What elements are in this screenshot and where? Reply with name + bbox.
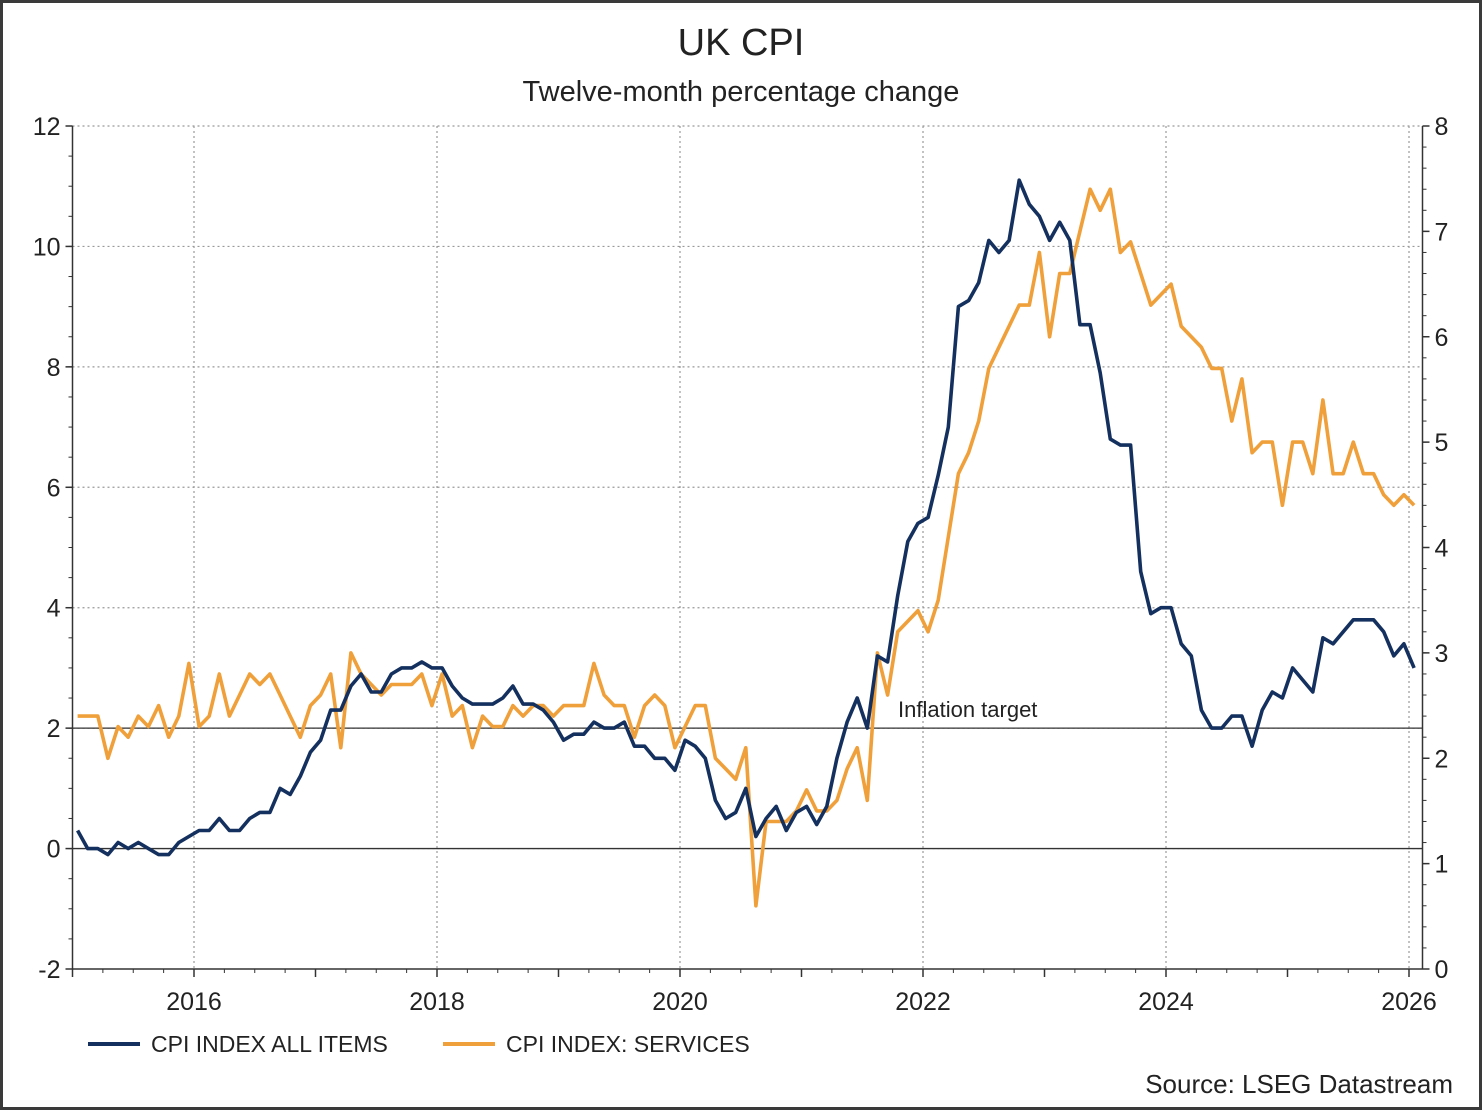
y-left-tick-label: 10: [33, 233, 61, 261]
chart-title: UK CPI: [678, 22, 805, 64]
x-tick-label: 2024: [1138, 988, 1194, 1016]
series-line-services: [77, 187, 1416, 908]
line-chart: UK CPI Twelve-month percentage change -2…: [33, 22, 1453, 1099]
x-tick-label: 2018: [409, 988, 465, 1016]
legend: CPI INDEX ALL ITEMS CPI INDEX: SERVICES: [88, 1031, 750, 1057]
y-right-tick-label: 1: [1435, 851, 1449, 879]
source-note: Source: LSEG Datastream: [1145, 1069, 1453, 1099]
x-tick-label: 2022: [895, 988, 951, 1016]
y-left-tick-label: 2: [47, 715, 61, 743]
y-left-tick-label: 4: [47, 595, 61, 623]
y-right-tick-label: 4: [1435, 535, 1449, 563]
x-tick-label: 2020: [652, 988, 708, 1016]
y-right-tick-label: 3: [1435, 640, 1449, 668]
y-left-tick-label: 8: [47, 354, 61, 382]
legend-label-services: CPI INDEX: SERVICES: [506, 1031, 750, 1057]
x-tick-label: 2016: [166, 988, 222, 1016]
y-left-tick-label: -2: [38, 956, 60, 984]
y-right-tick-label: 6: [1435, 324, 1449, 352]
chart-subtitle: Twelve-month percentage change: [523, 76, 960, 108]
y-right-tick-label: 0: [1435, 956, 1449, 984]
y-right-tick-label: 2: [1435, 745, 1449, 773]
x-tick-label: 2026: [1381, 988, 1437, 1016]
inflation-target-annotation: Inflation target: [898, 697, 1037, 722]
gridlines: [72, 125, 1423, 969]
y-right-tick-label: 5: [1435, 429, 1449, 457]
series-line-all-items: [76, 178, 1416, 857]
y-left-tick-label: 0: [47, 836, 61, 864]
y-left-tick-label: 12: [33, 113, 61, 141]
y-right-tick-label: 7: [1435, 218, 1449, 246]
y-right-tick-label: 8: [1435, 113, 1449, 141]
series-lines: [76, 178, 1416, 908]
legend-label-all-items: CPI INDEX ALL ITEMS: [151, 1031, 388, 1057]
y-left-tick-label: 6: [47, 474, 61, 502]
